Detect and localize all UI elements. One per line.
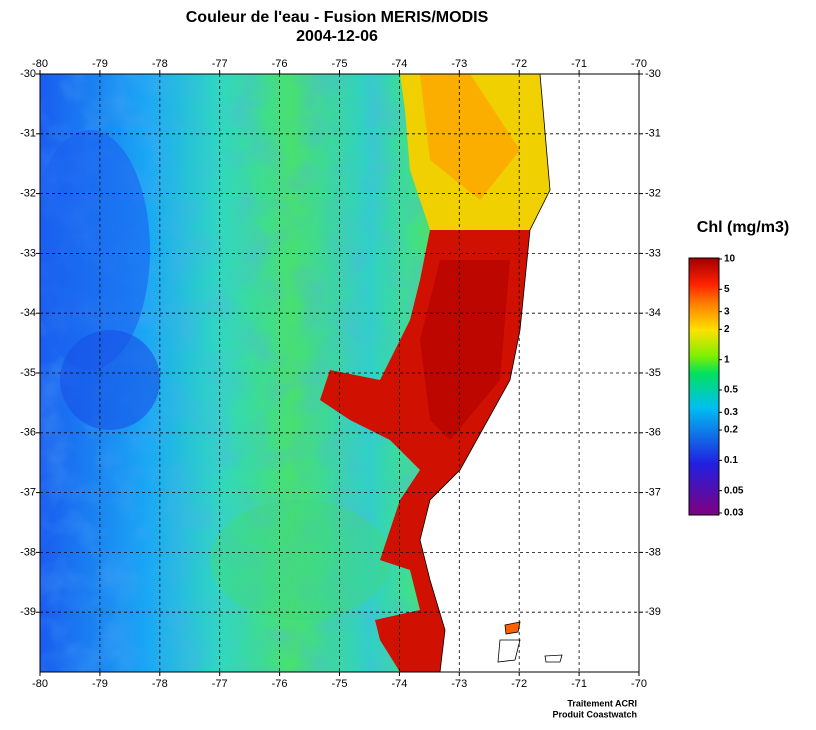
colorbar-label: 1 — [724, 354, 730, 365]
x-tick-label: -77 — [212, 678, 228, 690]
y-tick-label: -31 — [20, 128, 36, 140]
y-tick-label: -38 — [20, 546, 36, 558]
colorbar — [688, 257, 720, 516]
colorbar-label: 0.3 — [724, 407, 738, 418]
colorbar-label: 3 — [724, 306, 730, 317]
x-tick-label: -74 — [391, 678, 407, 690]
x-tick-label: -76 — [272, 678, 288, 690]
x-tick-label: -78 — [152, 58, 168, 70]
y-tick-label: -39 — [645, 606, 661, 618]
y-tick-label: -37 — [645, 487, 661, 499]
colorbar-label: 0.2 — [724, 425, 738, 436]
colorbar-label: 2 — [724, 324, 730, 335]
y-tick-label: -30 — [645, 68, 661, 80]
colorbar-title: Chl (mg/m3) — [697, 219, 789, 236]
x-tick-label: -79 — [92, 58, 108, 70]
colorbar-label: 10 — [724, 254, 736, 265]
x-tick-label: -74 — [391, 58, 407, 70]
colorbar-label: 0.03 — [724, 508, 744, 519]
y-tick-label: -32 — [20, 188, 36, 200]
y-tick-label: -38 — [645, 546, 661, 558]
y-tick-label: -36 — [645, 427, 661, 439]
colorbar-label: 0.5 — [724, 385, 738, 396]
y-tick-label: -32 — [645, 188, 661, 200]
colorbar-label: 0.1 — [724, 455, 738, 466]
x-tick-label: -72 — [511, 678, 527, 690]
x-tick-label: -70 — [631, 678, 647, 690]
x-tick-label: -71 — [571, 678, 587, 690]
y-tick-label: -37 — [20, 487, 36, 499]
x-tick-label: -70 — [631, 58, 647, 70]
x-tick-label: -75 — [332, 58, 348, 70]
y-tick-label: -36 — [20, 427, 36, 439]
y-tick-label: -33 — [645, 247, 661, 259]
y-tick-label: -35 — [20, 367, 36, 379]
y-tick-label: -34 — [20, 307, 36, 319]
y-tick-label: -35 — [645, 367, 661, 379]
date: 2004-12-06 — [296, 28, 378, 45]
x-tick-label: -76 — [272, 58, 288, 70]
x-tick-label: -80 — [32, 678, 48, 690]
y-tick-label: -39 — [20, 606, 36, 618]
title: Couleur de l'eau - Fusion MERIS/MODIS — [186, 9, 489, 26]
credit: Produit Coastwatch — [552, 709, 637, 719]
credit: Traitement ACRI — [567, 698, 637, 708]
colorbar-label: 5 — [724, 284, 730, 295]
x-tick-label: -80 — [32, 58, 48, 70]
x-tick-label: -72 — [511, 58, 527, 70]
x-tick-label: -73 — [451, 58, 467, 70]
x-tick-label: -73 — [451, 678, 467, 690]
x-tick-label: -78 — [152, 678, 168, 690]
y-tick-label: -33 — [20, 247, 36, 259]
x-tick-label: -75 — [332, 678, 348, 690]
y-tick-label: -30 — [20, 68, 36, 80]
y-tick-label: -31 — [645, 128, 661, 140]
x-tick-label: -71 — [571, 58, 587, 70]
x-tick-label: -77 — [212, 58, 228, 70]
x-tick-label: -79 — [92, 678, 108, 690]
y-tick-label: -34 — [645, 307, 661, 319]
colorbar-label: 0.05 — [724, 485, 744, 496]
